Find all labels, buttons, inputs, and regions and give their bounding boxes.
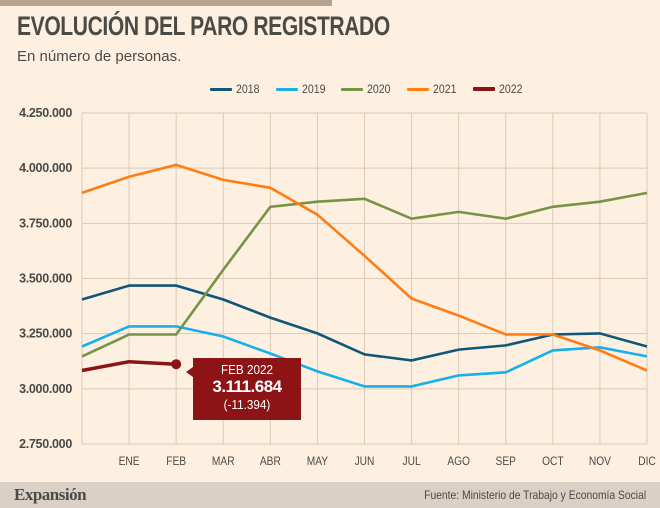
series-line-2022 <box>81 359 177 373</box>
source-note: Fuente: Ministerio de Trabajo y Economía… <box>423 488 646 502</box>
x-tick-label: ABR <box>260 455 281 468</box>
x-tick-label: ENE <box>119 455 140 468</box>
y-tick-label: 2.750.000 <box>19 437 72 451</box>
legend-swatch <box>472 87 495 91</box>
x-tick-label: MAR <box>212 455 235 468</box>
x-tick-label: JUL <box>403 455 421 468</box>
legend-label: 2022 <box>498 82 523 96</box>
series-line-2020 <box>81 191 648 358</box>
y-tick-label: 3.250.000 <box>19 327 72 341</box>
legend-item-2020: 2020 <box>341 82 394 96</box>
legend-item-2018: 2018 <box>210 82 263 96</box>
legend-item-2021: 2021 <box>407 82 460 96</box>
x-tick-label: NOV <box>589 455 612 468</box>
series-line-2019 <box>81 325 648 388</box>
x-tick-label: JUN <box>355 455 375 468</box>
y-tick-label: 3.500.000 <box>19 272 72 286</box>
legend-swatch <box>407 87 430 91</box>
legend-label: 2021 <box>433 82 457 96</box>
legend-swatch <box>210 87 232 91</box>
brand-logo: Expansión <box>14 485 87 504</box>
legend: 2018 2019 2020 2021 2022 <box>210 82 539 96</box>
tooltip-diff: (-11.394) <box>223 397 271 412</box>
legend-item-2022: 2022 <box>472 82 526 96</box>
y-tick-label: 3.000.000 <box>19 382 72 396</box>
footer: Expansión Fuente: Ministerio de Trabajo … <box>0 482 660 508</box>
legend-label: 2019 <box>301 82 326 96</box>
series-line-2021 <box>81 163 648 372</box>
y-tick-label: 4.250.000 <box>19 106 72 120</box>
x-tick-label: AGO <box>447 455 470 468</box>
tooltip-value: 3.111.684 <box>212 377 282 396</box>
x-tick-label: DIC <box>638 455 656 468</box>
top-accent-strip <box>0 0 332 6</box>
point-marker-feb-2022 <box>171 359 182 370</box>
line-chart: 2.750.000 3.000.000 3.250.000 3.500.000 3.75… <box>19 106 656 468</box>
legend-swatch <box>275 87 298 91</box>
y-tick-label: 3.750.000 <box>19 216 72 230</box>
x-tick-label: SEP <box>496 455 516 468</box>
chart-subtitle: En número de personas. <box>17 48 182 65</box>
x-tick-label: MAY <box>307 455 329 468</box>
tooltip-label: FEB 2022 <box>220 362 274 377</box>
legend-label: 2020 <box>367 82 391 96</box>
y-tick-label: 4.000.000 <box>19 161 72 175</box>
tooltip-feb-2022: FEB 2022 3.111.684 (-11.394) <box>186 358 301 420</box>
x-tick-label: FEB <box>166 455 186 468</box>
x-tick-label: OCT <box>542 455 564 468</box>
chart-title: EVOLUCIÓN DEL PARO REGISTRADO <box>17 11 390 41</box>
legend-item-2019: 2019 <box>275 82 329 96</box>
legend-swatch <box>341 87 364 91</box>
legend-label: 2018 <box>236 82 260 96</box>
